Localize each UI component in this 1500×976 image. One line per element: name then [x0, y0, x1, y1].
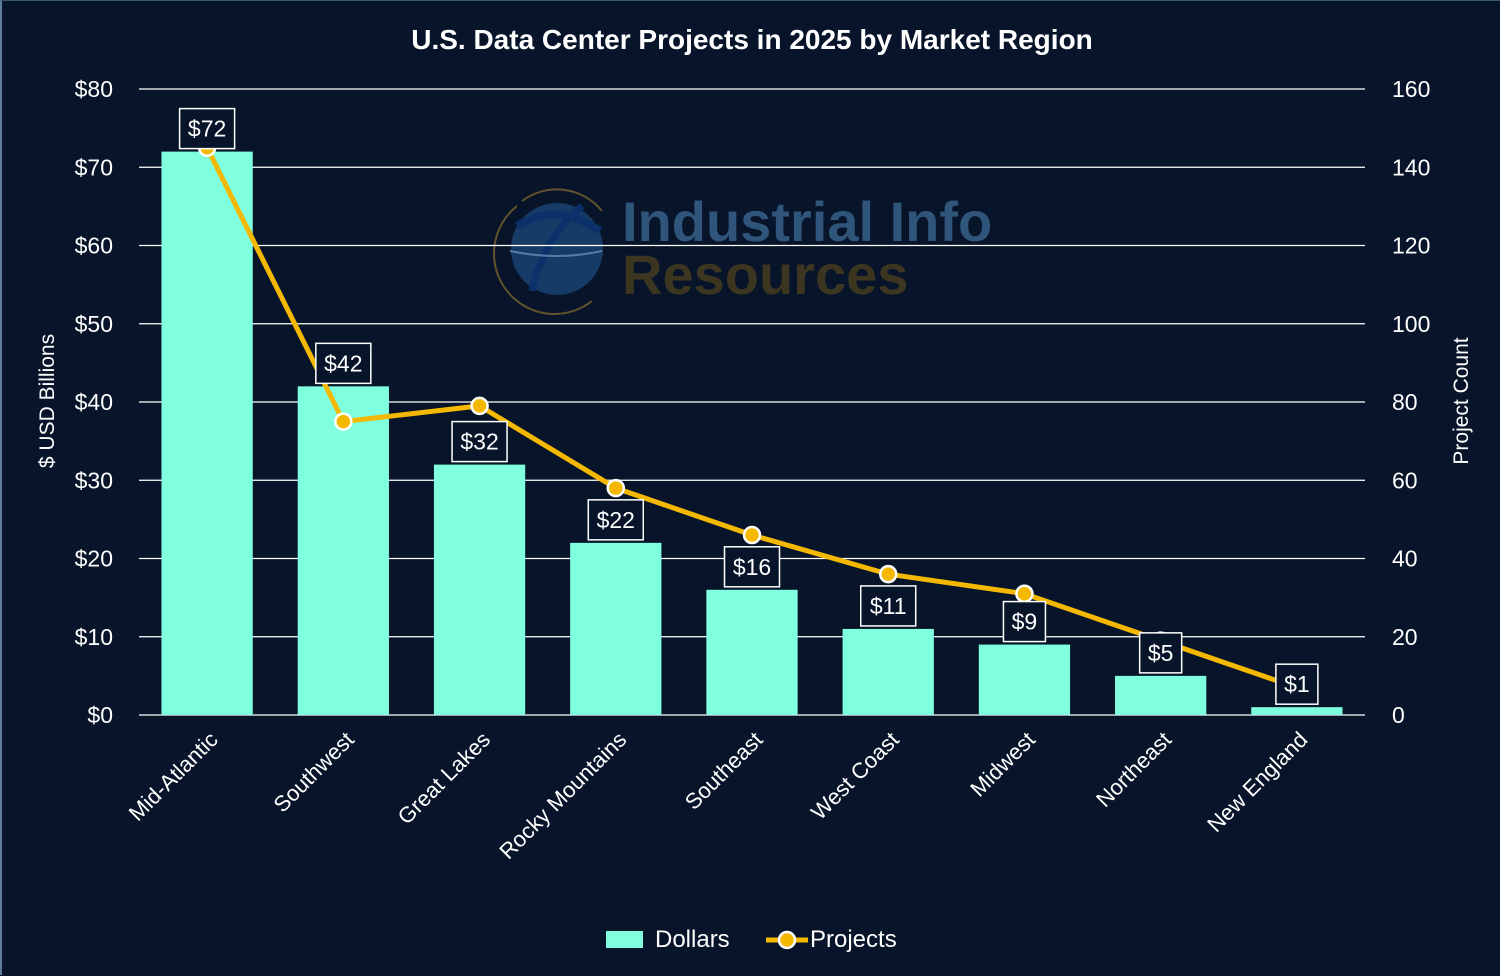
line-point [878, 564, 898, 584]
category-label: West Coast [806, 727, 904, 825]
data-label-text: $22 [597, 507, 635, 533]
bar-series-dollars [161, 151, 1343, 716]
bar [570, 542, 662, 715]
data-label-box [1138, 632, 1183, 674]
bar [978, 644, 1071, 715]
y-tick-label: $20 [75, 546, 113, 572]
data-label-box [178, 107, 236, 150]
y2-tick-label: 60 [1392, 467, 1418, 493]
category-label: Great Lakes [393, 727, 495, 829]
bar [706, 589, 798, 715]
data-label-text: $32 [460, 429, 498, 455]
data-label-box [587, 499, 645, 541]
data-label: $5 [1138, 632, 1183, 674]
data-label: $22 [587, 499, 645, 541]
y-tick-label: $0 [87, 702, 113, 728]
data-label: $72 [178, 107, 236, 150]
y2-tick-label: 0 [1392, 702, 1405, 728]
data-label-box [1275, 663, 1319, 705]
data-label: $1 [1275, 663, 1319, 705]
bar [297, 386, 389, 715]
data-label-box [1002, 600, 1047, 643]
bar [433, 464, 526, 715]
y-tick-label: $60 [75, 233, 113, 259]
data-label-box [723, 546, 781, 588]
bar [161, 151, 253, 716]
category-label: Mid-Atlantic [124, 727, 223, 826]
watermark-line2: Resources [622, 243, 908, 306]
line-point [1015, 584, 1034, 603]
y2-tick-label: 160 [1392, 76, 1430, 102]
watermark-line1: Industrial Info [622, 190, 992, 253]
legend-swatch-projects [766, 930, 808, 950]
y-axis-title: $ USD Billions [36, 334, 59, 468]
bar [1115, 675, 1207, 715]
data-label: $16 [723, 546, 781, 588]
y2-tick-label: 140 [1392, 154, 1430, 180]
data-label-box [859, 585, 917, 627]
y2-tick-label: 40 [1392, 546, 1418, 572]
data-label-text: $11 [870, 593, 907, 619]
legend: Dollars Projects [606, 926, 897, 953]
data-label: $32 [451, 420, 508, 463]
data-label: $11 [859, 585, 917, 627]
category-label: New England [1202, 727, 1312, 837]
bar [1251, 707, 1343, 715]
y-axis-left: $0 $10 $20 $30 $40 $50 $60 $70 $80 [75, 76, 113, 728]
category-label: Midwest [965, 727, 1040, 802]
y2-axis-title: Project Count [1450, 337, 1473, 464]
data-label-box [451, 420, 508, 463]
y-tick-label: $10 [75, 624, 113, 650]
category-label: Southwest [269, 727, 359, 817]
y2-tick-label: 120 [1392, 233, 1430, 259]
line-point [470, 396, 489, 416]
y-tick-label: $50 [75, 311, 113, 337]
data-labels: $72 $42 $32 $22 $16 $11 $9 $5 $1 [178, 107, 1319, 705]
data-label: $9 [1002, 600, 1047, 643]
category-label: Northeast [1091, 727, 1176, 812]
legend-label-dollars: Dollars [655, 926, 730, 953]
y-tick-label: $40 [75, 389, 113, 415]
data-label-text: $5 [1148, 640, 1174, 666]
data-label: $42 [315, 342, 372, 385]
legend-swatch-dollars [606, 931, 643, 948]
data-label-text: $72 [188, 116, 226, 142]
data-label-text: $16 [733, 554, 771, 580]
watermark: Industrial Info Resources [493, 188, 992, 315]
y2-tick-label: 100 [1392, 311, 1430, 337]
y-tick-label: $70 [75, 154, 113, 180]
category-label: Southeast [680, 727, 768, 815]
data-label-text: $9 [1012, 609, 1038, 635]
chart-title: U.S. Data Center Projects in 2025 by Mar… [411, 24, 1093, 55]
y2-tick-label: 80 [1392, 389, 1418, 415]
y-tick-label: $80 [75, 76, 113, 102]
line-point [334, 412, 353, 431]
y2-tick-label: 20 [1392, 624, 1418, 650]
line-point [606, 478, 626, 498]
globe-logo-icon [493, 188, 603, 315]
category-label: Rocky Mountains [494, 727, 631, 864]
legend-label-projects: Projects [810, 926, 897, 953]
line-point [742, 525, 762, 545]
x-axis-categories: Mid-Atlantic Southwest Great Lakes Rocky Mo… [124, 727, 1313, 864]
bar [842, 628, 934, 715]
y-axis-right: 0 20 40 60 80 100 120 140 160 [1392, 76, 1430, 728]
data-label-text: $1 [1284, 671, 1310, 697]
y-tick-label: $30 [75, 467, 113, 493]
data-label-box [315, 342, 372, 385]
data-label-text: $42 [324, 350, 362, 376]
